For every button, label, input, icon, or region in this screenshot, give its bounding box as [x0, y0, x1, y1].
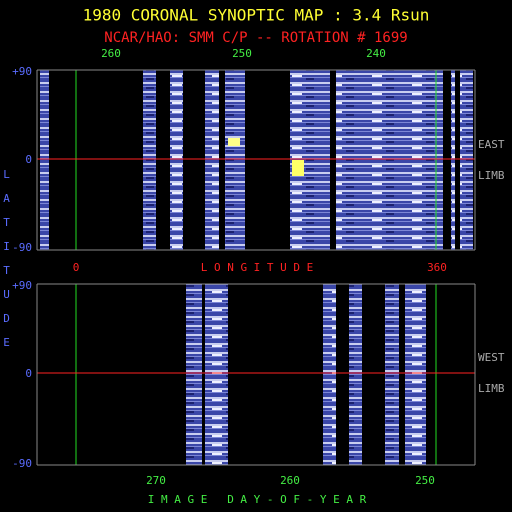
- x-tick-label: 270: [146, 474, 166, 487]
- title: 1980 CORONAL SYNOPTIC MAP : 3.4 Rsun: [83, 6, 430, 25]
- side-label: LIMB: [478, 382, 505, 395]
- y-tick-label: -90: [12, 241, 32, 254]
- subtitle: NCAR/HAO: SMM C/P -- ROTATION # 1699: [104, 30, 407, 46]
- side-label: WEST: [478, 351, 505, 364]
- side-label: LIMB: [478, 169, 505, 182]
- x-tick-label: 250: [415, 474, 435, 487]
- y-tick-label: +90: [12, 279, 32, 292]
- x-tick-label: 360: [427, 261, 447, 274]
- x-axis-label: I M A G E D A Y - O F - Y E A R: [148, 493, 367, 506]
- x-tick-label: 260: [280, 474, 300, 487]
- x-tick-label: 260: [101, 47, 121, 60]
- side-label: EAST: [478, 138, 505, 151]
- y-tick-label: 0: [25, 367, 32, 380]
- x-tick-label: 240: [366, 47, 386, 60]
- y-tick-label: 0: [25, 153, 32, 166]
- x-tick-label: 0: [73, 261, 80, 274]
- y-tick-label: +90: [12, 65, 32, 78]
- x-axis-label: L O N G I T U D E: [201, 261, 314, 274]
- bottom-panel: [36, 283, 476, 466]
- y-axis-label: LATITUDE: [0, 168, 13, 360]
- x-tick-label: 250: [232, 47, 252, 60]
- top-panel: [36, 69, 476, 251]
- y-tick-label: -90: [12, 457, 32, 470]
